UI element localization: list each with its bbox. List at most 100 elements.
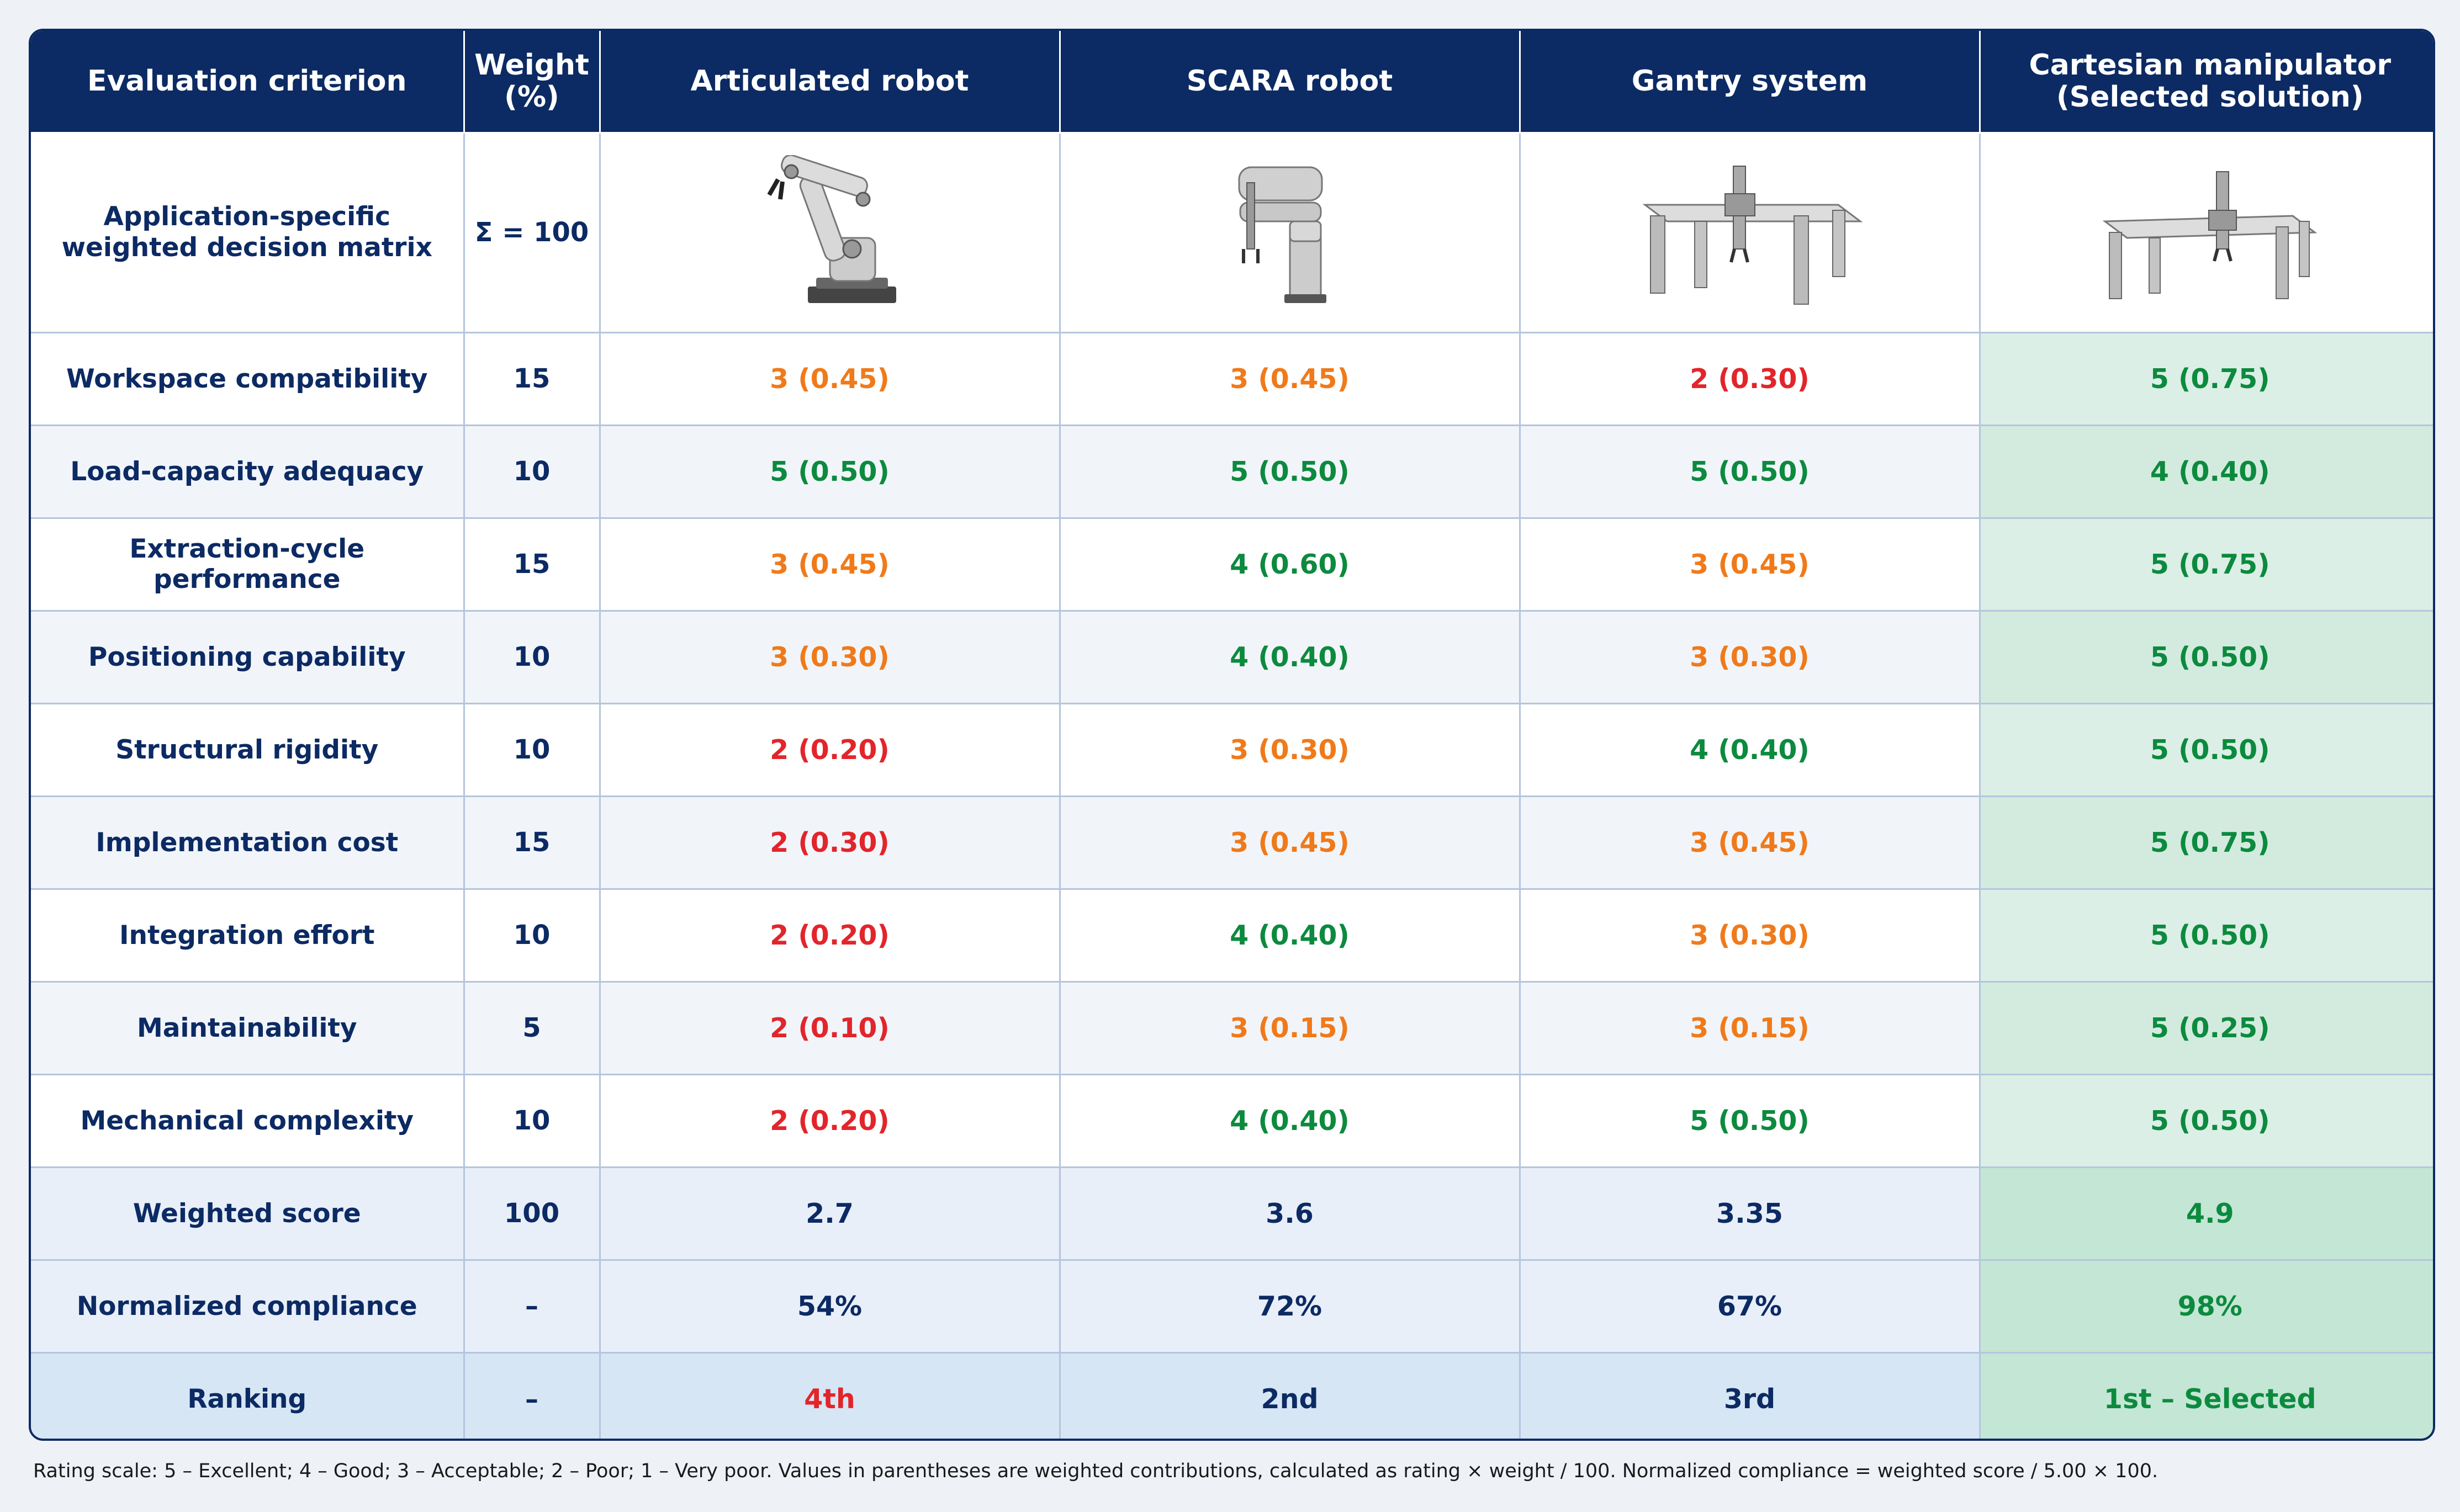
articulated-rating: 2 (0.30) <box>599 795 1061 890</box>
image-row-label-line2: weighted decision matrix <box>61 232 432 263</box>
header-row: Evaluation criterion Weight (%) Articulat… <box>31 31 2433 134</box>
scara-rating: 4 (0.40) <box>1059 1073 1521 1168</box>
header-cartesian-line2: (Selected solution) <box>2056 81 2364 114</box>
scara-normalized-compliance: 72% <box>1059 1259 1521 1354</box>
criterion-weight: 5 <box>463 980 601 1075</box>
criterion-label: Maintainability <box>31 980 465 1075</box>
header-gantry-system: Gantry system <box>1519 31 1981 134</box>
scara-rating: 4 (0.40) <box>1059 609 1521 704</box>
cartesian-manipulator-icon <box>2102 171 2318 299</box>
gantry-normalized-compliance: 67% <box>1519 1259 1981 1354</box>
ranking: Ranking –4th 2nd 3rd 1st – Selected <box>31 1351 2433 1439</box>
articulated-rating: 3 (0.45) <box>599 331 1061 426</box>
scara-rating: 4 (0.60) <box>1059 517 1521 612</box>
header-weight-line2: (%) <box>504 81 559 114</box>
normalized-compliance-label: Normalized compliance <box>31 1259 465 1354</box>
header-weight: Weight (%) <box>463 31 601 134</box>
scara-robot-image <box>1059 131 1521 333</box>
gantry-rating: 4 (0.40) <box>1519 702 1981 797</box>
articulated-weighted-score: 2.7 <box>599 1166 1061 1261</box>
table-row: Positioning capability 10 3 (0.30) 4 (0.40)… <box>31 609 2433 704</box>
scara-rating: 3 (0.45) <box>1059 331 1521 426</box>
image-row-label-line1: Application-specific <box>103 201 390 232</box>
ranking-weight: – <box>463 1351 601 1439</box>
image-row-label: Application-specific weighted decision ma… <box>31 131 465 333</box>
table-row: Extraction-cycle performance 15 3 (0.45) 4 … <box>31 517 2433 612</box>
table-row: Load-capacity adequacy 10 5 (0.50) 5 (0.50)… <box>31 424 2433 519</box>
gantry-rating: 2 (0.30) <box>1519 331 1981 426</box>
cartesian-rating: 5 (0.50) <box>1978 1073 2433 1168</box>
criterion-label: Load-capacity adequacy <box>31 424 465 519</box>
header-cartesian-manipulator: Cartesian manipulator (Selected solution) <box>1978 31 2433 134</box>
criterion-weight: 10 <box>463 424 601 519</box>
articulated-rating: 3 (0.30) <box>599 609 1061 704</box>
cartesian-weighted-score: 4.9 <box>1978 1166 2433 1261</box>
cartesian-rating: 4 (0.40) <box>1978 424 2433 519</box>
scara-rating: 5 (0.50) <box>1059 424 1521 519</box>
criterion-weight: 10 <box>463 888 601 983</box>
table-row: Mechanical complexity 10 2 (0.20) 4 (0.40) 5… <box>31 1073 2433 1168</box>
gantry-system-image <box>1519 131 1981 333</box>
cartesian-rating: 5 (0.50) <box>1978 888 2433 983</box>
ranking-label: Ranking <box>31 1351 465 1439</box>
articulated-rating: 2 (0.20) <box>599 888 1061 983</box>
header-articulated-robot: Articulated robot <box>599 31 1061 134</box>
criterion-label: Extraction-cycle performance <box>31 517 465 612</box>
criterion-weight: 10 <box>463 609 601 704</box>
articulated-rating: 3 (0.45) <box>599 517 1061 612</box>
table-row: Structural rigidity 10 2 (0.20) 3 (0.30) 4 (… <box>31 702 2433 797</box>
image-row-weight: Σ = 100 <box>463 131 601 333</box>
scara-rating: 4 (0.40) <box>1059 888 1521 983</box>
normalized-compliance: Normalized compliance –54% 72% 67% 98% <box>31 1259 2433 1354</box>
gantry-ranking: 3rd <box>1519 1351 1981 1439</box>
weighted-score-weight: 100 <box>463 1166 601 1261</box>
cartesian-rating: 5 (0.75) <box>1978 517 2433 612</box>
gantry-rating: 5 (0.50) <box>1519 1073 1981 1168</box>
cartesian-ranking: 1st – Selected <box>1978 1351 2433 1439</box>
gantry-system-icon <box>1642 166 1863 305</box>
criterion-label: Integration effort <box>31 888 465 983</box>
weighted-score-label: Weighted score <box>31 1166 465 1261</box>
cartesian-normalized-compliance: 98% <box>1978 1259 2433 1354</box>
scara-ranking: 2nd <box>1059 1351 1521 1439</box>
decision-matrix-card: Evaluation criterion Weight (%) Articulat… <box>29 29 2435 1441</box>
footnote: Rating scale: 5 – Excellent; 4 – Good; 3… <box>33 1460 2159 1482</box>
cartesian-rating: 5 (0.75) <box>1978 331 2433 426</box>
header-cartesian-line1: Cartesian manipulator <box>2029 49 2391 82</box>
criterion-weight: 15 <box>463 795 601 890</box>
articulated-rating: 2 (0.10) <box>599 980 1061 1075</box>
articulated-rating: 2 (0.20) <box>599 1073 1061 1168</box>
articulated-ranking: 4th <box>599 1351 1061 1439</box>
scara-weighted-score: 3.6 <box>1059 1166 1521 1261</box>
criterion-weight: 15 <box>463 517 601 612</box>
scara-rating: 3 (0.30) <box>1059 702 1521 797</box>
articulated-robot-icon <box>767 155 896 303</box>
cartesian-rating: 5 (0.50) <box>1978 609 2433 704</box>
scara-rating: 3 (0.45) <box>1059 795 1521 890</box>
articulated-rating: 2 (0.20) <box>599 702 1061 797</box>
criterion-label: Workspace compatibility <box>31 331 465 426</box>
criterion-weight: 15 <box>463 331 601 426</box>
header-scara-robot: SCARA robot <box>1059 31 1521 134</box>
cartesian-rating: 5 (0.50) <box>1978 702 2433 797</box>
weighted-score: Weighted score 100 2.7 3.6 3.35 4.9 <box>31 1166 2433 1261</box>
gantry-rating: 3 (0.30) <box>1519 888 1981 983</box>
articulated-rating: 5 (0.50) <box>599 424 1061 519</box>
articulated-robot-image <box>599 131 1061 333</box>
criterion-label: Structural rigidity <box>31 702 465 797</box>
criterion-label: Implementation cost <box>31 795 465 890</box>
gantry-rating: 3 (0.30) <box>1519 609 1981 704</box>
header-weight-line1: Weight <box>474 49 589 82</box>
criterion-label: Mechanical complexity <box>31 1073 465 1168</box>
gantry-rating: 3 (0.45) <box>1519 517 1981 612</box>
articulated-normalized-compliance: 54% <box>599 1259 1061 1354</box>
criterion-weight: 10 <box>463 1073 601 1168</box>
gantry-rating: 3 (0.15) <box>1519 980 1981 1075</box>
gantry-weighted-score: 3.35 <box>1519 1166 1981 1261</box>
gantry-rating: 3 (0.45) <box>1519 795 1981 890</box>
cartesian-manipulator-image <box>1978 131 2433 333</box>
cartesian-rating: 5 (0.75) <box>1978 795 2433 890</box>
scara-rating: 3 (0.15) <box>1059 980 1521 1075</box>
table-row: Maintainability 5 2 (0.10) 3 (0.15) 3 (0.15)… <box>31 980 2433 1075</box>
table-row: Workspace compatibility 15 3 (0.45) 3 (0.45… <box>31 331 2433 426</box>
